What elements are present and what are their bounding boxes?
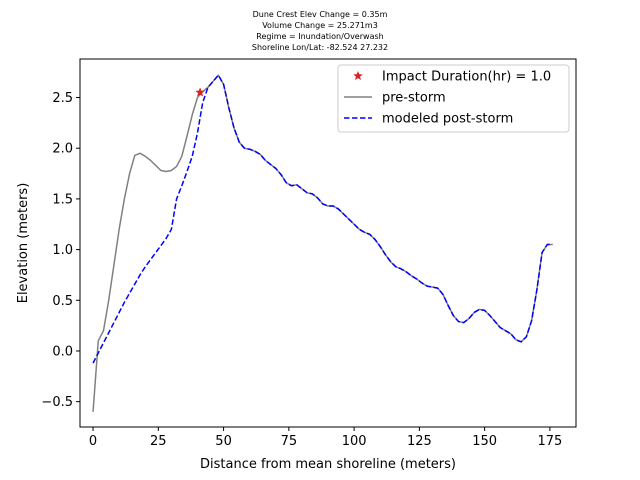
x-axis-ticks: 0 25 50 75 100 125 150 175 — [89, 427, 562, 449]
y-axis-label: Elevation (meters) — [16, 183, 31, 304]
series-line-modeled-post-storm — [92, 74, 553, 364]
legend-star-icon — [353, 70, 363, 81]
chart-title: Dune Crest Elev Change = 0.35m Volume Cha… — [252, 10, 388, 52]
x-tick-label: 150 — [472, 434, 497, 449]
title-line: Dune Crest Elev Change = 0.35m — [253, 10, 388, 19]
y-axis-ticks: −0.5 0.0 0.5 1.0 1.5 2.0 2.5 — [41, 91, 80, 410]
y-tick-label: −0.5 — [41, 395, 73, 410]
x-tick-label: 50 — [215, 434, 232, 449]
x-tick-label: 0 — [89, 434, 97, 449]
legend-label: modeled post-storm — [382, 112, 513, 127]
x-tick-label: 75 — [281, 434, 298, 449]
plot-lines — [92, 74, 553, 412]
x-tick-label: 125 — [407, 434, 432, 449]
x-tick-label: 25 — [150, 434, 167, 449]
x-tick-label: 100 — [342, 434, 367, 449]
legend: Impact Duration(hr) = 1.0 pre-storm modele… — [337, 64, 570, 133]
x-axis-label: Distance from mean shoreline (meters) — [200, 457, 456, 472]
title-line: Regime = Inundation/Overwash — [256, 32, 383, 41]
y-tick-label: 0.5 — [52, 294, 73, 309]
y-tick-label: 1.5 — [52, 192, 73, 207]
title-line: Shoreline Lon/Lat: -82.524 27.232 — [252, 43, 388, 52]
y-tick-label: 1.0 — [52, 243, 73, 258]
y-tick-label: 0.0 — [52, 344, 73, 359]
legend-label: pre-storm — [382, 91, 446, 106]
impact-duration-marker — [195, 87, 206, 97]
x-tick-label: 175 — [537, 434, 562, 449]
title-line: Volume Change = 25.271m3 — [262, 21, 378, 30]
legend-frame — [337, 64, 570, 133]
legend-label: Impact Duration(hr) = 1.0 — [382, 70, 551, 85]
y-tick-label: 2.5 — [52, 91, 73, 106]
y-tick-label: 2.0 — [52, 142, 73, 157]
axes-frame — [79, 58, 577, 428]
